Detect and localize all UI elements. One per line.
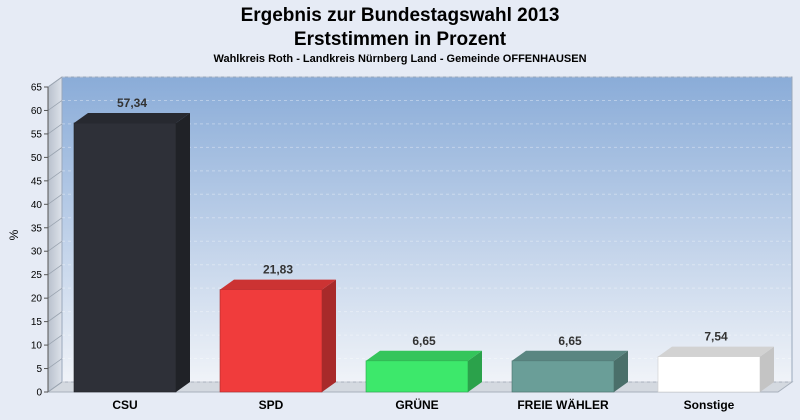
bars (73, 112, 774, 393)
y-tick-label: 5 (36, 364, 42, 375)
category-label: FREIE WÄHLER (517, 397, 609, 412)
y-tick-label: 25 (31, 270, 43, 281)
y-tick-label: 55 (31, 129, 43, 140)
bar-front (73, 122, 177, 393)
value-labels: 57,34 21,83 6,65 6,65 7,54 (117, 96, 728, 348)
bar-front (511, 360, 615, 393)
y-tick-label: 20 (31, 294, 43, 305)
chart-title-line2: Erststimmen in Prozent (293, 29, 507, 50)
value-label: 57,34 (117, 96, 147, 110)
y-tick-label: 15 (31, 317, 43, 328)
bar-top (74, 112, 190, 123)
chart-title: Ergebnis zur Bundestagswahl 2013 Erststi… (0, 4, 800, 52)
y-tick-label: 60 (31, 106, 43, 117)
value-label: 21,83 (263, 263, 293, 277)
y-tick-label: 45 (31, 176, 43, 187)
y-tick-label: 35 (31, 223, 43, 234)
y-tick-label: 10 (31, 341, 43, 352)
grid-line-wall (47, 193, 63, 205)
grid-line-wall (47, 100, 63, 111)
left-wall (47, 76, 63, 393)
chart-subtitle: Wahlkreis Roth - Landkreis Nürnberg Land… (213, 53, 587, 65)
bar-side (614, 350, 628, 392)
grid-line-wall (47, 240, 63, 252)
grid-line-wall (47, 381, 63, 393)
y-tick-label: 0 (36, 388, 42, 399)
y-axis-label: % (7, 229, 21, 240)
bar-top (658, 346, 774, 357)
category-label: GRÜNE (395, 397, 438, 412)
grid-line-wall (47, 287, 63, 299)
y-tick-label: 40 (31, 200, 43, 211)
bar-sonstige (657, 346, 774, 393)
bar-side (176, 112, 190, 392)
value-label: 6,65 (412, 334, 436, 348)
chart-title-line1: Ergebnis zur Bundestagswahl 2013 (240, 5, 560, 26)
grid-line-wall (47, 76, 63, 88)
category-label: SPD (259, 398, 284, 412)
bar-side (760, 346, 774, 392)
category-label: Sonstige (684, 398, 735, 412)
category-labels: CSU SPD GRÜNE FREIE WÄHLER Sonstige (112, 397, 734, 412)
value-label: 7,54 (704, 330, 728, 344)
grid-line-wall (47, 123, 63, 135)
grid-line-wall (47, 358, 63, 369)
bar-csu (73, 112, 190, 393)
bar-gr-ne (365, 350, 482, 393)
bar-spd (219, 279, 336, 393)
bar-front (219, 289, 323, 393)
y-axis-ticks: 0 5 10 15 20 25 30 35 40 45 50 55 60 65 (31, 83, 49, 399)
value-label: 6,65 (558, 334, 582, 348)
bar-freie-w-hler (511, 350, 628, 393)
grid-line-wall (47, 147, 63, 158)
bar-top (512, 350, 628, 361)
y-tick-label: 30 (31, 247, 43, 258)
grid-line-wall (47, 334, 63, 346)
bar-side (468, 350, 482, 392)
grid-line-wall (47, 311, 63, 322)
category-label: CSU (112, 398, 137, 412)
grid-line-wall (47, 170, 63, 182)
bar-side (322, 279, 336, 392)
grid-line-wall (47, 264, 63, 276)
grid-line-wall (47, 217, 63, 229)
bar-front (365, 360, 469, 393)
bar-front (657, 356, 761, 393)
y-tick-label: 50 (31, 153, 43, 164)
bar-top (366, 350, 482, 361)
bar-top (220, 279, 336, 290)
y-tick-label: 65 (31, 83, 43, 94)
